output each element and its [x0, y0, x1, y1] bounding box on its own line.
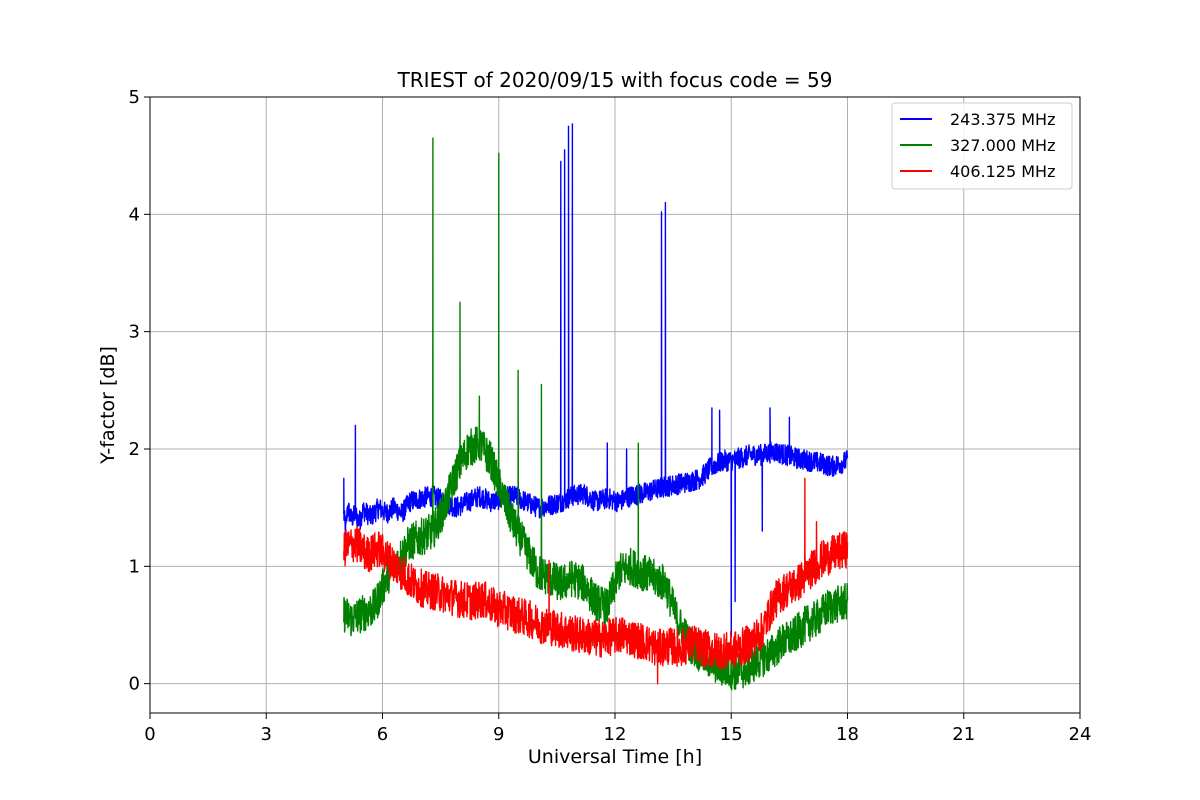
- legend-box: [891, 102, 1073, 190]
- chart-title: TRIEST of 2020/09/15 with focus code = 5…: [397, 68, 833, 92]
- y-axis-label: Y-factor [dB]: [97, 346, 119, 465]
- y-axis: 0 1 2 3 4 5: [129, 87, 150, 695]
- y-tick-label: 3: [129, 322, 140, 343]
- x-tick-label: 9: [493, 724, 504, 745]
- x-axis-label: Universal Time [h]: [528, 746, 702, 768]
- y-tick-label: 2: [129, 439, 140, 460]
- legend: 243.375 MHz 327.000 MHz 406.125 MHz: [891, 102, 1073, 190]
- x-tick-label: 3: [261, 724, 272, 745]
- x-tick-label: 12: [604, 724, 627, 745]
- y-tick-label: 0: [129, 674, 140, 695]
- series-line-2: [343, 137, 849, 691]
- legend-label: 243.375 MHz: [950, 110, 1055, 129]
- x-tick-label: 0: [144, 724, 155, 745]
- x-tick-label: 6: [377, 724, 388, 745]
- series-line-3: [343, 477, 849, 685]
- legend-label: 327.000 MHz: [950, 136, 1055, 155]
- x-tick-label: 21: [952, 724, 975, 745]
- x-tick-label: 15: [720, 724, 743, 745]
- x-tick-label: 24: [1069, 724, 1092, 745]
- legend-label: 406.125 MHz: [950, 162, 1055, 181]
- series-layer: [342, 123, 849, 691]
- y-tick-label: 1: [129, 556, 140, 577]
- y-tick-label: 4: [129, 204, 140, 225]
- y-tick-label: 5: [129, 87, 140, 108]
- x-tick-label: 18: [836, 724, 859, 745]
- grid: [149, 96, 1081, 713]
- series-line-1: [342, 123, 849, 638]
- x-axis: 0 3 6 9 12 15 18 21 24: [144, 713, 1091, 745]
